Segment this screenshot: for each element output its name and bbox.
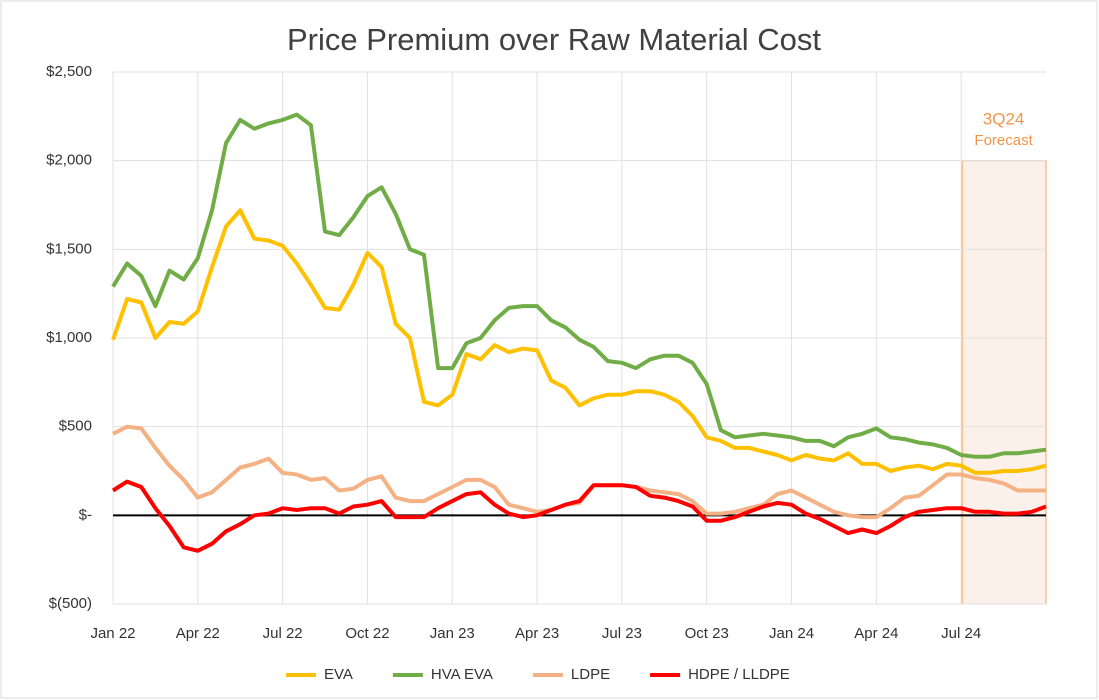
- series-line: [111, 112, 1047, 459]
- x-tick-label: Oct 22: [345, 625, 389, 642]
- y-tick-label: $500: [59, 418, 92, 435]
- legend-label: EVA: [324, 666, 353, 683]
- x-tick-label: Jul 23: [602, 625, 642, 642]
- x-tick-label: Jan 22: [90, 625, 135, 642]
- y-tick-label: $2,500: [46, 63, 92, 80]
- forecast-region: [961, 160, 1047, 605]
- x-tick-label: Jul 22: [263, 625, 303, 642]
- x-tick-label: Apr 22: [176, 625, 220, 642]
- forecast-label: 3Q24: [983, 109, 1025, 128]
- series-line: [111, 479, 1047, 553]
- x-tick-label: Jul 24: [941, 625, 981, 642]
- legend-label: LDPE: [571, 666, 610, 683]
- series-line: [111, 208, 1047, 475]
- x-tick-label: Apr 23: [515, 625, 559, 642]
- y-tick-label: $2,000: [46, 152, 92, 169]
- x-tick-label: Apr 24: [854, 625, 898, 642]
- x-tick-label: Oct 23: [685, 625, 729, 642]
- y-tick-label: $1,500: [46, 240, 92, 257]
- y-tick-label: $-: [79, 506, 92, 523]
- x-tick-label: Jan 23: [430, 625, 475, 642]
- legend-label: HDPE / LLDPE: [688, 666, 790, 683]
- y-tick-label: $1,000: [46, 329, 92, 346]
- legend-label: HVA EVA: [431, 666, 493, 683]
- chart-title: Price Premium over Raw Material Cost: [287, 22, 821, 57]
- y-tick-label: $(500): [49, 595, 92, 612]
- forecast-sublabel: Forecast: [974, 132, 1033, 149]
- x-tick-label: Jan 24: [769, 625, 814, 642]
